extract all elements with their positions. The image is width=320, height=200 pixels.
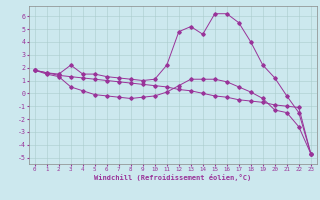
X-axis label: Windchill (Refroidissement éolien,°C): Windchill (Refroidissement éolien,°C) [94, 174, 252, 181]
